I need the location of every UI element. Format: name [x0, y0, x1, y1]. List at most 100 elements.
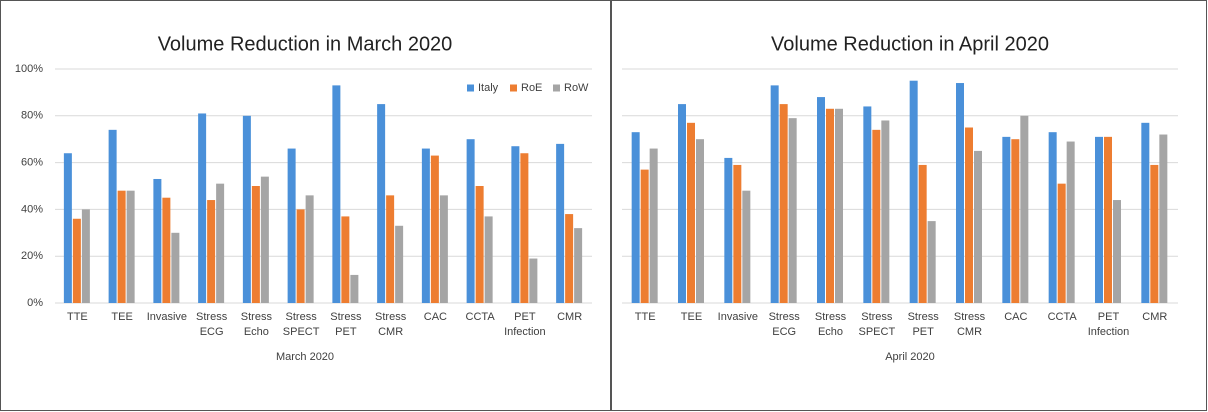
- bar: [1095, 136, 1103, 303]
- panel-border: [611, 0, 1207, 411]
- legend-label: Italy: [478, 82, 499, 94]
- bar: [678, 104, 686, 303]
- bar: [835, 108, 843, 303]
- bar: [826, 108, 834, 303]
- bar: [117, 190, 126, 303]
- x-tick-label: Stress ECG: [196, 311, 228, 338]
- x-axis-title: April 2020: [885, 351, 935, 363]
- bar: [296, 209, 305, 303]
- x-tick-label: CAC: [1004, 311, 1027, 323]
- bar: [63, 153, 72, 303]
- bar: [1057, 183, 1066, 303]
- bar: [171, 232, 180, 303]
- bar: [631, 132, 640, 303]
- bar: [305, 195, 314, 303]
- x-tick-label: TEE: [681, 311, 702, 323]
- bar: [439, 195, 448, 303]
- x-tick-label: PET Infection: [1088, 311, 1130, 338]
- x-tick-label: PET Infection: [504, 311, 546, 338]
- bar: [724, 157, 733, 303]
- bar: [779, 104, 788, 303]
- bar: [1020, 115, 1029, 303]
- bar: [872, 129, 881, 303]
- x-tick-label: Stress PET: [330, 311, 362, 338]
- bar: [565, 214, 574, 303]
- y-tick-label: 0%: [27, 297, 43, 309]
- bar: [1104, 136, 1112, 303]
- x-tick-label: CMR: [1142, 311, 1167, 323]
- x-tick-label: Stress CMR: [375, 311, 407, 338]
- x-tick-label: Stress Echo: [815, 311, 847, 338]
- bar: [242, 115, 251, 303]
- bar: [153, 178, 162, 303]
- bar: [529, 258, 538, 303]
- bar: [430, 155, 439, 303]
- bar: [1141, 122, 1150, 303]
- bar: [198, 113, 207, 304]
- bar: [260, 176, 269, 303]
- bar: [574, 228, 583, 303]
- legend-swatch: [467, 84, 474, 92]
- bar: [556, 143, 565, 303]
- x-axis-title: March 2020: [276, 351, 334, 363]
- bar: [520, 153, 529, 303]
- x-tick-label: TTE: [67, 311, 88, 323]
- bar: [770, 85, 779, 303]
- bar: [511, 146, 520, 303]
- y-tick-label: 20%: [21, 250, 43, 262]
- bar: [788, 118, 797, 303]
- bar: [466, 139, 475, 303]
- bar: [108, 129, 117, 303]
- legend-label: RoW: [564, 82, 589, 94]
- x-tick-label: Invasive: [147, 311, 187, 323]
- bar: [1011, 139, 1020, 303]
- legend-swatch: [510, 84, 517, 92]
- bar: [475, 186, 484, 303]
- legend-label: RoE: [521, 82, 542, 94]
- bar: [386, 195, 395, 303]
- x-tick-label: Stress SPECT: [858, 311, 895, 338]
- y-tick-label: 80%: [21, 110, 43, 122]
- legend-swatch: [553, 84, 560, 92]
- panel-border: [0, 0, 611, 411]
- bar: [742, 190, 751, 303]
- y-tick-label: 40%: [21, 203, 43, 215]
- bar: [1159, 134, 1168, 303]
- bar: [395, 225, 404, 303]
- bar: [687, 122, 695, 303]
- y-tick-label: 100%: [15, 63, 43, 75]
- bar: [81, 209, 90, 303]
- bar: [216, 183, 225, 303]
- x-tick-label: Stress ECG: [769, 311, 801, 338]
- bar: [251, 186, 260, 303]
- x-tick-label: CCTA: [466, 311, 496, 323]
- bar: [909, 80, 918, 303]
- bar: [350, 274, 359, 303]
- bar: [1048, 132, 1057, 303]
- bar: [863, 106, 872, 303]
- bar: [1150, 164, 1159, 303]
- x-tick-label: Stress Echo: [241, 311, 273, 338]
- bar: [918, 164, 927, 303]
- x-tick-label: TEE: [111, 311, 132, 323]
- x-tick-label: Invasive: [718, 311, 758, 323]
- bar: [72, 218, 81, 303]
- bar: [377, 104, 386, 303]
- bar: [484, 216, 493, 303]
- bar: [640, 169, 649, 303]
- x-tick-label: Stress PET: [908, 311, 940, 338]
- bar: [1113, 200, 1121, 303]
- bar: [341, 216, 350, 303]
- bar: [126, 190, 135, 303]
- y-tick-label: 60%: [21, 157, 43, 169]
- bar: [1002, 136, 1011, 303]
- bar: [817, 97, 825, 303]
- bar: [421, 148, 430, 303]
- bar: [965, 127, 973, 303]
- bar: [162, 197, 171, 303]
- bar: [207, 200, 216, 303]
- bar: [927, 221, 936, 303]
- bar: [974, 150, 982, 303]
- x-tick-label: CCTA: [1048, 311, 1078, 323]
